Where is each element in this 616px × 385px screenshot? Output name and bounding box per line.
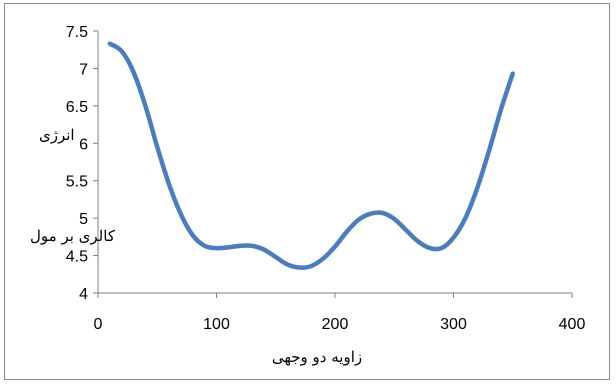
y-tick-label: 7 (79, 61, 88, 78)
y-tick-label: 4.5 (66, 249, 88, 266)
x-tick-label: 200 (322, 316, 349, 333)
y-axis-label-line2: کالری بر مول (30, 227, 116, 245)
y-tick-label: 5 (79, 211, 88, 228)
y-axis-label-line1: انرژی (39, 126, 75, 144)
y-tick-label: 6.5 (66, 99, 88, 116)
y-tick-label: 7.5 (66, 24, 88, 41)
y-tick-label: 6 (79, 136, 88, 153)
x-tick-label: 100 (203, 316, 230, 333)
chart-frame (4, 3, 610, 380)
y-tick-label: 4 (79, 286, 88, 303)
x-axis-label: زاویه دو وجهی (272, 348, 362, 366)
x-tick-label: 300 (440, 316, 467, 333)
series-line (107, 41, 515, 270)
x-tick-label: 0 (94, 316, 103, 333)
axes (93, 30, 573, 298)
tick-labels: 4 4.5 5 5.5 6 6.5 7 7.5 0 100 200 300 400 (66, 24, 586, 333)
y-tick-label: 5.5 (66, 174, 88, 191)
x-tick-label: 400 (559, 316, 586, 333)
